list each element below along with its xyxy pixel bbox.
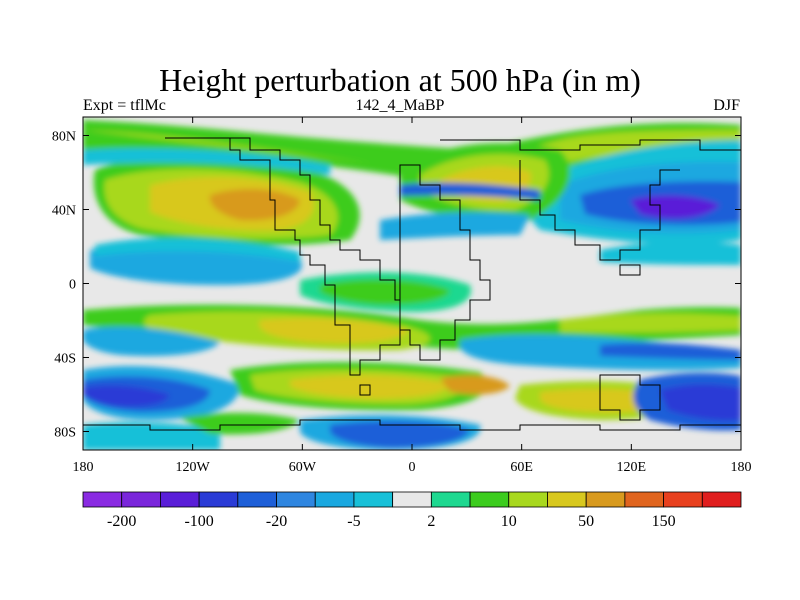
colorbar-label: -100: [184, 513, 213, 530]
colorbar-label: 150: [652, 513, 676, 530]
asia-outline: [519, 160, 680, 261]
x-tick-label: 120E: [617, 460, 647, 475]
field-contour: [330, 420, 470, 448]
colorbar-swatch: [198, 491, 239, 508]
field-contour: [440, 375, 510, 395]
field-contour: [180, 412, 300, 435]
americas-outline: [165, 137, 401, 376]
x-tick-label: 180: [731, 460, 752, 475]
colorbar-swatch: [547, 491, 587, 508]
y-tick-label: 0: [69, 278, 76, 293]
island-outline: [359, 384, 371, 396]
colorbar-label: 50: [578, 513, 594, 530]
field-contour: [259, 318, 410, 344]
colorbar-label: -200: [107, 513, 136, 530]
colorbar-swatch: [121, 491, 161, 508]
colorbar-labels: -200 -100 -20 -5 2 10 50 150: [107, 513, 676, 530]
experiment-label: Expt = tflMc: [83, 97, 166, 114]
coastlines: [83, 137, 741, 431]
colorbar-swatch: [82, 491, 123, 508]
period-label: 142_4_MaBP: [355, 97, 445, 114]
colorbar-swatch: [585, 491, 626, 508]
field-contour: [560, 313, 741, 333]
antarctica-coast: [83, 419, 741, 431]
y-tick-label: 40N: [52, 204, 76, 219]
field-contour: [83, 130, 741, 175]
colorbar-label: -20: [266, 513, 287, 530]
island-outline: [619, 264, 641, 276]
colorbar-swatch: [237, 491, 277, 508]
x-tick-label: 180: [73, 460, 94, 475]
field-contour: [83, 120, 741, 185]
colorbar-swatch: [508, 491, 548, 508]
x-tick-label: 120W: [176, 460, 211, 475]
y-axis-labels: 80N 40N 0 40S 80S: [52, 130, 76, 441]
colorbar-swatch: [624, 491, 664, 508]
field-contour: [209, 188, 300, 221]
field-contour: [400, 182, 540, 200]
height-perturbation-field: [83, 117, 741, 450]
australia-outline: [599, 374, 661, 421]
colorbar-swatch: [430, 491, 471, 508]
x-axis-labels: 180 120W 60W 0 60E 120E 180: [73, 460, 752, 475]
field-contour: [83, 422, 220, 450]
colorbar-swatch: [392, 491, 432, 508]
field-contour: [83, 385, 170, 407]
y-tick-label: 80S: [54, 426, 76, 441]
field-contour: [90, 244, 302, 285]
africa-outline: [399, 164, 491, 361]
colorbar-swatch: [276, 491, 316, 508]
field-contour: [660, 384, 741, 421]
colorbar-swatch: [701, 491, 742, 508]
field-contour: [320, 279, 450, 305]
colorbar-label: 10: [501, 513, 517, 530]
field-contour: [600, 241, 741, 265]
x-tick-label: 0: [409, 460, 416, 475]
x-tick-label: 60W: [289, 460, 317, 475]
colorbar-label: -5: [347, 513, 360, 530]
y-tick-label: 80N: [52, 130, 76, 145]
field-contour: [630, 195, 720, 219]
eurasia-north-coast: [440, 139, 741, 151]
field-contour: [83, 148, 330, 175]
x-tick-label: 60E: [510, 460, 533, 475]
colorbar-swatch: [663, 491, 703, 508]
colorbar-swatch: [314, 491, 355, 508]
colorbar-label: 2: [427, 513, 435, 530]
season-label: DJF: [713, 97, 740, 114]
y-tick-label: 40S: [54, 352, 76, 367]
field-contour: [95, 237, 300, 262]
colorbar-swatch: [469, 491, 510, 508]
colorbar: [82, 491, 742, 508]
axis-ticks: [82, 117, 742, 450]
field-contour: [600, 342, 741, 360]
field-contour: [380, 212, 530, 240]
colorbar-swatch: [353, 491, 394, 508]
field-contour: [83, 326, 220, 357]
colorbar-swatch: [160, 491, 200, 508]
plot-title: Height perturbation at 500 hPa (in m): [159, 62, 641, 98]
